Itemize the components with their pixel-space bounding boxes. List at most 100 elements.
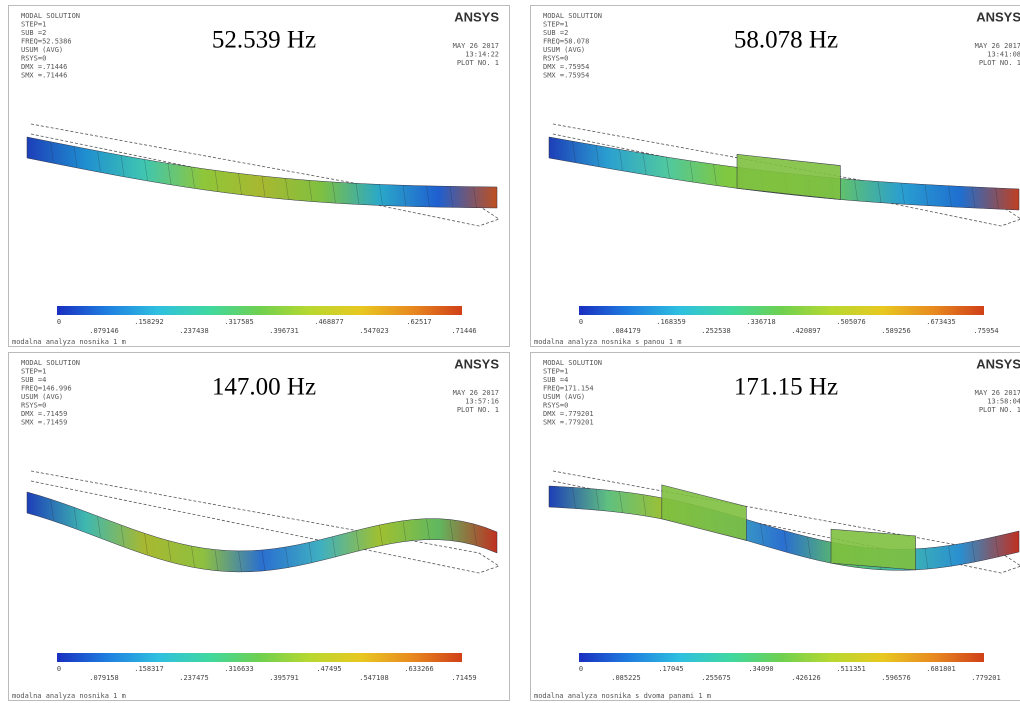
legend-label: .237438 xyxy=(179,327,209,335)
mesh-line xyxy=(379,184,383,206)
mesh-line xyxy=(167,540,172,562)
mesh-line xyxy=(285,546,289,569)
result-panel: MODAL SOLUTION STEP=1 SUB =4 FREQ=146.996 US… xyxy=(8,352,510,701)
mesh-line xyxy=(355,530,360,552)
mesh-line xyxy=(238,550,242,572)
mesh-line xyxy=(619,491,623,513)
header-line: USUM (AVG) xyxy=(21,393,63,401)
undeformed-outline xyxy=(30,123,500,227)
mesh-line xyxy=(449,186,454,208)
legend-label: .633266 xyxy=(404,665,434,673)
mesh-line xyxy=(642,153,647,175)
mesh-line xyxy=(666,157,670,179)
mesh-line xyxy=(238,173,242,195)
date-line: PLOT NO. 1 xyxy=(457,406,499,414)
legend-label: .681801 xyxy=(926,665,956,673)
mesh-line xyxy=(50,141,54,163)
mesh-line xyxy=(995,536,999,558)
legend-label: .158317 xyxy=(134,665,164,673)
color-bar xyxy=(579,306,984,315)
mesh-line xyxy=(473,523,477,545)
mesh-line xyxy=(713,164,717,186)
mesh-line xyxy=(924,548,929,570)
panel-block xyxy=(661,484,747,541)
legend-label: .75954 xyxy=(973,327,998,335)
mesh-line xyxy=(308,180,313,202)
mesh-line xyxy=(572,487,576,509)
legend-label: .085225 xyxy=(611,674,641,682)
mesh-line xyxy=(402,520,407,542)
caption: modalna analyza nosnika 1 m xyxy=(12,692,126,700)
legend-label: .511351 xyxy=(836,665,866,673)
header-line: STEP=1 xyxy=(543,21,568,29)
mesh-line xyxy=(191,546,195,568)
mesh-line xyxy=(901,183,905,205)
legend-label: .079146 xyxy=(89,327,119,335)
mesh-line xyxy=(167,163,172,185)
deformed-beam xyxy=(26,491,498,573)
legend-label: .079158 xyxy=(89,674,119,682)
header-line: USUM (AVG) xyxy=(21,46,63,54)
legend-label: .237475 xyxy=(179,674,209,682)
mesh-line xyxy=(379,524,383,547)
legend-label: .34090 xyxy=(748,665,773,673)
mesh-line xyxy=(642,494,647,516)
mesh-line xyxy=(473,186,477,208)
panel-block xyxy=(830,528,916,571)
header-line: RSYS=0 xyxy=(543,402,568,410)
mesh-line xyxy=(355,183,360,205)
color-bar xyxy=(57,306,462,315)
legend-label: .589256 xyxy=(881,327,911,335)
mesh-line xyxy=(97,150,101,172)
legend-label: .47495 xyxy=(316,665,341,673)
legend-label: .396731 xyxy=(269,327,299,335)
header-line: STEP=1 xyxy=(543,368,568,376)
mesh-line xyxy=(308,542,313,564)
legend-label: 0 xyxy=(57,665,61,673)
mesh-line xyxy=(877,181,882,203)
header-line: FREQ=171.154 xyxy=(543,385,594,393)
mesh-line xyxy=(948,185,952,207)
legend-label: 0 xyxy=(57,318,61,326)
mesh-line xyxy=(760,523,764,545)
mesh-line xyxy=(285,178,289,200)
legend-label: .779201 xyxy=(971,674,1001,682)
header-line: RSYS=0 xyxy=(543,55,568,63)
frequency-label: 58.078 Hz xyxy=(734,27,838,54)
mesh-line xyxy=(449,519,454,541)
legend-label: .317585 xyxy=(224,318,254,326)
mesh-line xyxy=(995,187,999,209)
header-line: RSYS=0 xyxy=(21,55,46,63)
legend-label: .255675 xyxy=(701,674,731,682)
legend-label: .468877 xyxy=(314,318,344,326)
mesh-line xyxy=(807,536,811,558)
header-line: USUM (AVG) xyxy=(543,46,585,54)
mesh-line xyxy=(120,524,125,546)
legend-label: .168359 xyxy=(656,318,686,326)
legend-label: .547108 xyxy=(359,674,389,682)
header-line: MODAL SOLUTION xyxy=(21,12,80,20)
mesh-line xyxy=(426,518,430,540)
legend-label: .420897 xyxy=(791,327,821,335)
legend-label: 0 xyxy=(579,318,583,326)
legend-label: 0 xyxy=(579,665,583,673)
ansys-logo: ANSYS xyxy=(454,9,499,24)
date-line: 13:57:16 xyxy=(465,398,499,406)
header-line: STEP=1 xyxy=(21,21,46,29)
mesh-line xyxy=(97,516,101,538)
caption: modalna analyza nosnika s dvoma panami 1… xyxy=(534,692,711,700)
legend-label: .252538 xyxy=(701,327,731,335)
result-panel: MODAL SOLUTION STEP=1 SUB =2 FREQ=52.5386 US… xyxy=(8,5,510,347)
header-line: SMX =.71459 xyxy=(21,419,67,427)
mesh-line xyxy=(854,179,858,201)
mesh-line xyxy=(783,530,788,552)
date-line: MAY 26 2017 xyxy=(975,42,1020,50)
mesh-line xyxy=(332,181,336,204)
mesh-line xyxy=(971,541,976,563)
date-line: PLOT NO. 1 xyxy=(979,406,1020,414)
legend-label: .336718 xyxy=(746,318,776,326)
header-line: DMX =.71459 xyxy=(21,410,67,418)
